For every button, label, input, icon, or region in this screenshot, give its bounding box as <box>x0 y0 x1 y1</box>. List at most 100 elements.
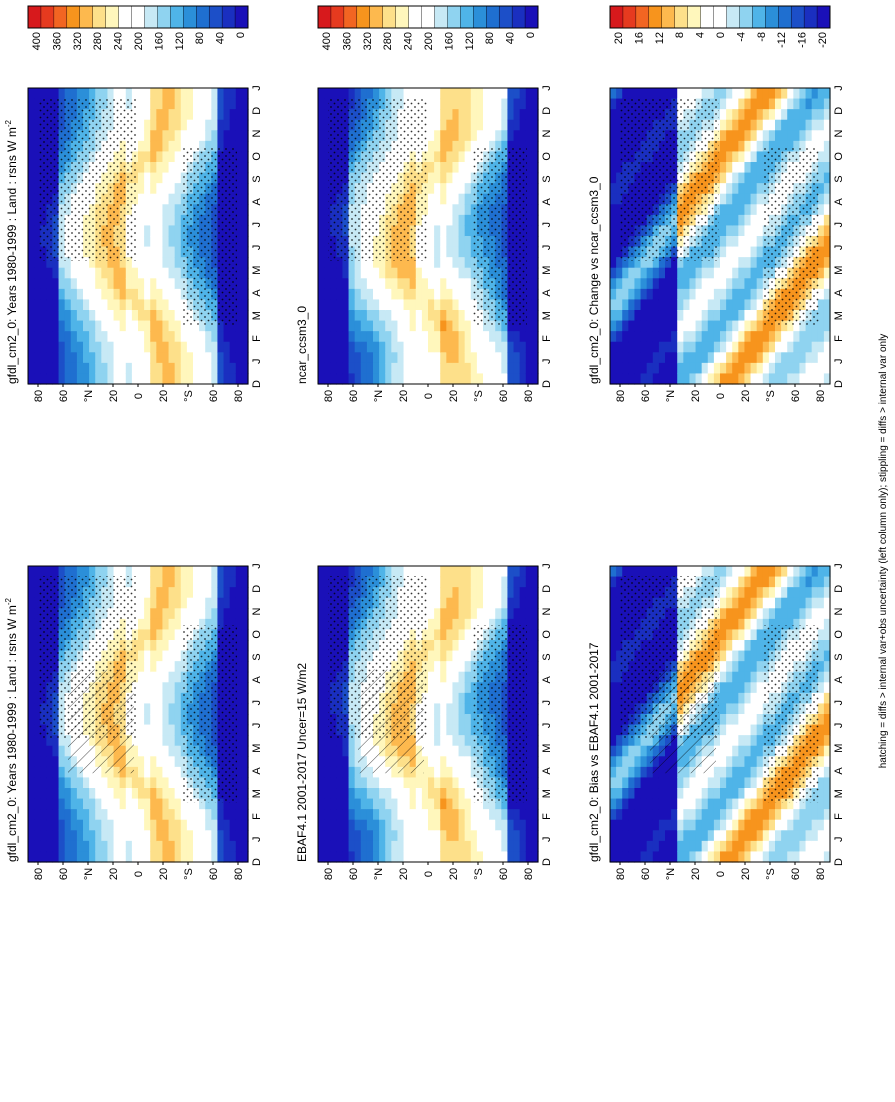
heatmap-cell <box>525 151 533 163</box>
heatmap-cell <box>199 341 206 353</box>
heatmap-cell <box>150 151 157 163</box>
heatmap-cell <box>64 310 72 322</box>
heatmap-cell <box>211 140 219 153</box>
heatmap-cell <box>360 88 368 100</box>
heatmap-cell <box>58 288 66 301</box>
heatmap-cell <box>324 341 331 353</box>
heatmap-cell <box>119 257 127 269</box>
heatmap-cell <box>434 267 441 279</box>
heatmap-cell <box>119 320 127 332</box>
heatmap-cell <box>241 597 249 609</box>
heatmap-cell <box>446 597 454 609</box>
heatmap-cell <box>446 661 454 673</box>
heatmap-cell <box>119 362 127 375</box>
heatmap-cell <box>817 140 825 153</box>
heatmap-cell <box>144 352 151 364</box>
heatmap-cell <box>464 214 472 227</box>
heatmap-cell <box>683 88 691 100</box>
heatmap-cell <box>683 257 691 269</box>
heatmap-cell <box>628 288 636 301</box>
heatmap-cell <box>525 119 533 131</box>
heatmap-cell <box>144 777 151 789</box>
heatmap-cell <box>324 352 331 364</box>
heatmap-cell <box>150 236 157 248</box>
heatmap-cell <box>738 88 746 100</box>
heatmap-cell <box>58 745 66 757</box>
heatmap-cell <box>76 373 84 385</box>
heatmap-cell <box>446 299 454 311</box>
heatmap-cell <box>726 257 733 269</box>
heatmap-cell <box>440 225 447 237</box>
heatmap-cell <box>464 362 472 375</box>
heatmap-cell <box>440 288 447 301</box>
heatmap-cell <box>403 798 411 810</box>
heatmap-cell <box>180 109 188 121</box>
heatmap-cell <box>348 352 356 364</box>
heatmap-cell <box>324 331 331 343</box>
heatmap-cell <box>101 288 109 301</box>
heatmap-cell <box>95 352 102 364</box>
heatmap-cell <box>379 278 386 290</box>
panels-layer: 80 60 °N 20 0 20 °S 60 80DJFMAMJJASONDJgfdl_cm2_… <box>4 85 845 880</box>
heatmap-cell <box>83 88 90 100</box>
heatmap-cell <box>342 373 350 385</box>
heatmap-cell <box>144 714 151 726</box>
heatmap-cell <box>28 362 35 375</box>
heatmap-cell <box>34 288 41 301</box>
heatmap-cell <box>70 331 78 343</box>
heatmap-cell <box>144 320 151 332</box>
heatmap-cell <box>428 682 435 694</box>
heatmap-cell <box>403 362 411 375</box>
heatmap-cell <box>318 119 325 131</box>
heatmap-cell <box>713 257 721 269</box>
heatmap-cell <box>781 362 788 375</box>
heatmap-cell <box>440 851 447 863</box>
heatmap-cell <box>531 310 539 322</box>
heatmap-cell <box>811 362 819 375</box>
heatmap-cell <box>211 618 219 631</box>
heatmap-cell <box>235 246 243 258</box>
heatmap-cell <box>150 661 157 673</box>
heatmap-cell <box>652 320 660 332</box>
heatmap-cell <box>156 267 164 279</box>
heatmap-cell <box>40 267 47 279</box>
heatmap-cell <box>144 576 151 588</box>
heatmap-cell <box>750 162 758 174</box>
heatmap-cell <box>138 362 145 375</box>
heatmap-cell <box>409 819 417 831</box>
heatmap-cell <box>665 362 672 375</box>
heatmap-cell <box>720 278 727 290</box>
heatmap-cell <box>458 566 466 578</box>
panel-title: gfdl_cm2_0: Change vs ncar_ccsm3_0 <box>587 176 601 384</box>
heatmap-cell <box>76 362 84 375</box>
heatmap-cell <box>40 809 47 821</box>
heatmap-cell <box>501 140 509 153</box>
heatmap-cell <box>354 278 362 290</box>
heatmap-cell <box>622 331 629 343</box>
heatmap-cell <box>235 766 243 779</box>
heatmap-cell <box>138 214 145 227</box>
heatmap-cell <box>64 267 72 279</box>
heatmap-cell <box>138 703 145 715</box>
heatmap-cell <box>34 671 41 683</box>
heatmap-cell <box>610 162 617 174</box>
heatmap-cell <box>452 267 460 279</box>
heatmap-cell <box>628 341 636 353</box>
heatmap-cell <box>318 373 325 385</box>
heatmap-cell <box>671 310 678 322</box>
heatmap-cell <box>193 566 200 578</box>
heatmap-cell <box>823 109 831 121</box>
heatmap-cell <box>744 278 752 290</box>
heatmap-cell <box>756 236 764 248</box>
heatmap-cell <box>756 183 764 195</box>
heatmap-cell <box>156 745 164 757</box>
heatmap-cell <box>34 798 41 810</box>
heatmap-cell <box>409 788 417 800</box>
heatmap-cell <box>113 819 121 831</box>
heatmap-cell <box>732 193 739 205</box>
heatmap-cell <box>318 809 325 821</box>
heatmap-cell <box>186 618 194 631</box>
heatmap-cell <box>446 798 454 810</box>
heatmap-cell <box>434 798 441 810</box>
heatmap-cell <box>738 299 746 311</box>
